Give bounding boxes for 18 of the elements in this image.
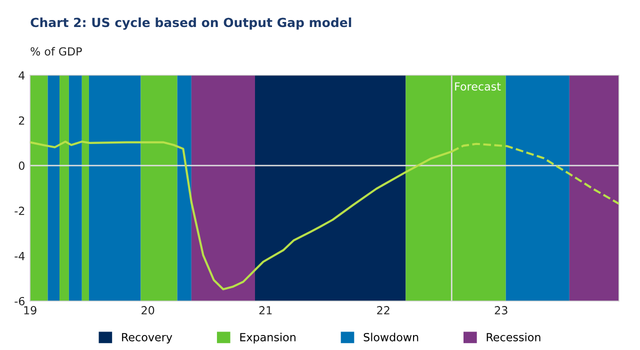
legend-label: Recession <box>486 332 540 342</box>
chart-title: Chart 2: US cycle based on Output Gap model <box>30 18 352 30</box>
x-tick-label: 20 <box>142 306 154 314</box>
legend-label: Recovery <box>122 333 172 344</box>
y-tick-label: 0 <box>18 162 24 170</box>
legend-label: Slowdown <box>364 332 418 342</box>
y-tick-label: -6 <box>14 296 25 306</box>
x-tick-label: 23 <box>494 306 508 314</box>
ref-line-label: Forecast <box>455 82 501 91</box>
y-axis-title: % of GDP <box>30 46 82 56</box>
x-tick-label: 19 <box>24 306 36 314</box>
x-tick-label: 21 <box>259 306 272 314</box>
y-tick-label: 4 <box>18 71 25 80</box>
y-tick-label: -2 <box>14 206 24 215</box>
legend-label: Expansion <box>240 332 296 344</box>
y-tick-label: 2 <box>18 116 24 125</box>
y-tick-label: -4 <box>14 252 25 260</box>
x-tick-label: 22 <box>377 306 390 314</box>
